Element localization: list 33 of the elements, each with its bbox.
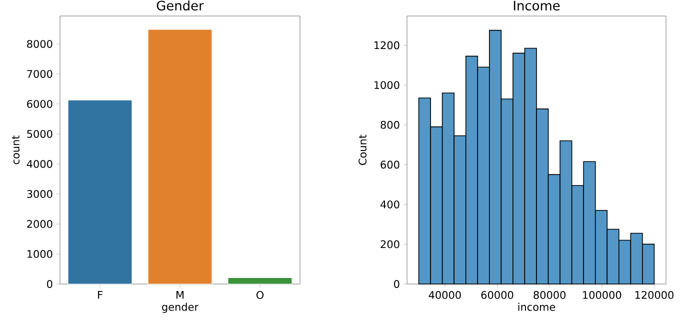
x-tick-label: 100000 bbox=[583, 291, 622, 299]
bar bbox=[148, 29, 212, 284]
x-tick-label: 120000 bbox=[635, 291, 674, 299]
y-tick-label: 200 bbox=[380, 240, 400, 248]
y-tick-label: 3000 bbox=[27, 190, 52, 198]
y-tick-label: 0 bbox=[47, 280, 52, 288]
y-axis-title: Count bbox=[358, 134, 367, 165]
x-axis-title: gender bbox=[162, 302, 199, 313]
y-tick-label: 4000 bbox=[26, 160, 52, 168]
y-tick-label: 7000 bbox=[27, 70, 52, 78]
y-tick-label: 1000 bbox=[28, 250, 52, 258]
x-tick-label: F bbox=[98, 291, 102, 299]
y-tick-label: 1200 bbox=[374, 41, 400, 50]
x-tick-label: 40000 bbox=[428, 291, 461, 299]
y-tick-label: 6000 bbox=[27, 100, 52, 108]
y-axis-title: count bbox=[12, 135, 20, 164]
y-tick-label: 600 bbox=[380, 160, 400, 169]
x-tick-label: M bbox=[176, 291, 184, 299]
chart-title: Gender bbox=[156, 0, 204, 10]
y-tick-label: 0 bbox=[394, 280, 400, 288]
y-tick-label: 400 bbox=[380, 200, 400, 208]
y-tick-label: 5000 bbox=[27, 130, 52, 138]
x-tick-label: 60000 bbox=[481, 291, 514, 299]
y-tick-label: 1000 bbox=[374, 81, 400, 89]
bar bbox=[68, 100, 132, 284]
bar bbox=[228, 277, 292, 284]
x-axis-title: income bbox=[518, 302, 556, 311]
y-tick-label: 8000 bbox=[27, 40, 52, 48]
x-tick-label: O bbox=[256, 291, 264, 299]
chart-title: Income bbox=[514, 0, 560, 11]
y-tick-label: 2000 bbox=[27, 220, 52, 228]
x-tick-label: 80000 bbox=[534, 291, 566, 299]
y-tick-label: 800 bbox=[380, 120, 400, 129]
